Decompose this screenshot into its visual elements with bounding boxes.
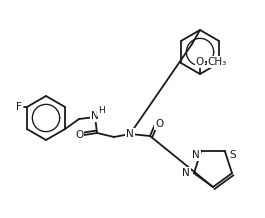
Text: N: N (91, 111, 99, 121)
Text: S: S (229, 150, 236, 160)
Text: N: N (192, 150, 200, 160)
Text: N: N (182, 168, 190, 178)
Text: O: O (196, 57, 204, 67)
Text: N: N (126, 129, 134, 139)
Text: O: O (75, 130, 83, 140)
Text: H: H (98, 107, 104, 116)
Text: O: O (155, 119, 163, 129)
Text: F: F (16, 102, 22, 112)
Text: CH₃: CH₃ (207, 57, 227, 67)
